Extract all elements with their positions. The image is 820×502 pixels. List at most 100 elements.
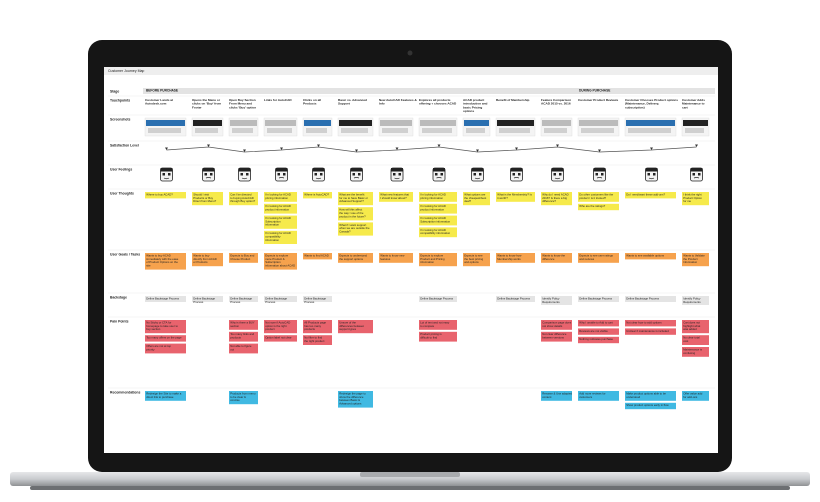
sticky-note xyxy=(264,192,297,202)
note-text: I'm looking for ACAD pricing information xyxy=(420,193,446,200)
sticky-note xyxy=(682,320,709,334)
note-text: How will this affect the way I use of the… xyxy=(339,208,366,219)
satisfaction-marker xyxy=(598,149,601,152)
note-text: Do other customers like the product / is … xyxy=(579,193,613,200)
backstage-text: Identify Policy Requirements xyxy=(542,297,560,304)
note-text: Products from menu to be clear & concise xyxy=(230,392,256,403)
sticky-note xyxy=(496,253,535,263)
row-label: User Feelings xyxy=(110,167,132,171)
note-text: Offer value add for add-ons xyxy=(683,392,703,399)
screenshot-banner xyxy=(497,120,534,126)
note-text: Show product options early in flow xyxy=(626,404,669,408)
satisfaction-marker xyxy=(695,144,698,147)
note-text: Not clear how to add options xyxy=(626,321,662,325)
satisfaction-marker xyxy=(437,144,441,147)
backstage-note xyxy=(303,296,332,302)
touchpoint: Customer Chooses Product options (Mainten… xyxy=(625,98,678,109)
screenshot-banner xyxy=(265,120,296,126)
face-mouth xyxy=(353,177,360,179)
backstage-text: Define Backstage Process xyxy=(304,297,326,304)
sticky-note xyxy=(625,391,676,401)
backstage-note xyxy=(682,296,709,305)
sticky-note xyxy=(541,253,572,263)
satisfaction-marker xyxy=(165,147,168,150)
face-hair xyxy=(391,168,403,172)
face-hair xyxy=(510,168,523,172)
sticky-note xyxy=(379,253,413,263)
screenshot-content xyxy=(306,128,327,133)
note-text: What if I want support when we are outsid… xyxy=(339,223,370,234)
base-foot xyxy=(30,486,790,490)
note-text: Wants to know how Membership works xyxy=(497,254,522,261)
face-eye xyxy=(240,173,243,176)
sticky-note xyxy=(625,253,676,260)
note-text: I'm looking for ACAD compatibility informa… xyxy=(265,232,291,243)
face-eye xyxy=(595,173,598,176)
backstage-text: Define Backstage Process xyxy=(193,297,215,304)
screenshot-banner xyxy=(380,120,412,126)
screenshot-banner xyxy=(339,120,372,126)
face-hair xyxy=(645,168,658,172)
stage-label: BEFORE PURCHASE xyxy=(146,89,178,93)
face-hair xyxy=(690,168,703,172)
sticky-note xyxy=(264,230,297,244)
note-text: Should I visit Products or Buy Direct from… xyxy=(193,193,216,204)
sticky-note xyxy=(419,192,457,202)
screenshot-banner xyxy=(230,120,257,126)
note-text: Redesign the page to show the difference b… xyxy=(339,392,366,406)
touchpoint: Open Buy Section From Menu and clicks 'Buy… xyxy=(229,98,256,109)
screenshot-banner xyxy=(626,120,675,126)
face-mouth xyxy=(596,177,603,179)
note-text: Wants to know new features xyxy=(380,254,405,261)
face-hair xyxy=(312,168,325,172)
sticky-note xyxy=(578,336,619,344)
face-hair xyxy=(275,168,288,172)
screenshot-content xyxy=(148,128,181,133)
title-bar xyxy=(104,67,718,75)
sticky-note xyxy=(419,331,457,342)
note-text: I'm looking for ACAD product information xyxy=(420,205,446,212)
sticky-note xyxy=(625,328,676,335)
sticky-note xyxy=(145,335,186,342)
satisfaction-marker xyxy=(476,149,479,152)
face-hair xyxy=(160,168,173,172)
face-eye xyxy=(440,173,443,176)
note-text: Expects to explore Product and Pricing inf… xyxy=(420,254,445,265)
sticky-note xyxy=(338,222,373,236)
row-label: Pain Points xyxy=(110,319,129,323)
sticky-note xyxy=(338,192,373,206)
note-text: Expects to understand the support options xyxy=(339,254,367,261)
note-text: I'm looking for ACAD Subscription informa… xyxy=(420,216,450,223)
note-text: No filter to find the right product xyxy=(304,336,324,343)
sticky-note xyxy=(192,253,223,267)
face-mouth xyxy=(693,177,700,179)
sticky-note xyxy=(145,253,186,270)
sticky-note xyxy=(338,391,373,408)
note-text: Do I need/want these add-ons? xyxy=(626,193,665,197)
screenshot-banner xyxy=(464,120,489,126)
backstage-note xyxy=(192,296,223,302)
touchpoint: Explores all products offering + chooses … xyxy=(419,98,457,106)
touchpoint: Basic vs. Advanced Support xyxy=(338,98,367,106)
note-text: Offers are not at top priority xyxy=(146,344,171,351)
face-eye xyxy=(398,173,401,176)
note-text: I think the right Product Option for me xyxy=(683,193,702,204)
note-text: What is the Membership? Is it worth? xyxy=(497,193,532,200)
face-eye xyxy=(601,173,604,176)
face-eye xyxy=(204,173,207,176)
screenshot-banner xyxy=(193,120,222,126)
satisfaction-marker xyxy=(317,144,320,147)
note-text: I'm looking for ACAD pricing information xyxy=(265,193,291,200)
note-text: Why do I need ACAD 2016? Is there a big di… xyxy=(542,193,568,204)
backstage-text: Define Backstage Process xyxy=(265,297,287,304)
face-eye xyxy=(314,173,317,176)
note-text: Wants to find ACAD xyxy=(304,254,329,258)
satisfaction-marker xyxy=(243,149,246,152)
backstage-text: Define Backstage Process xyxy=(626,297,659,301)
note-text: I'm looking for ACAD compatibility inform… xyxy=(420,228,450,235)
face-eye xyxy=(479,173,482,176)
screenshot-content xyxy=(685,128,704,133)
satisfaction-marker xyxy=(515,147,518,150)
sticky-note xyxy=(264,215,297,229)
